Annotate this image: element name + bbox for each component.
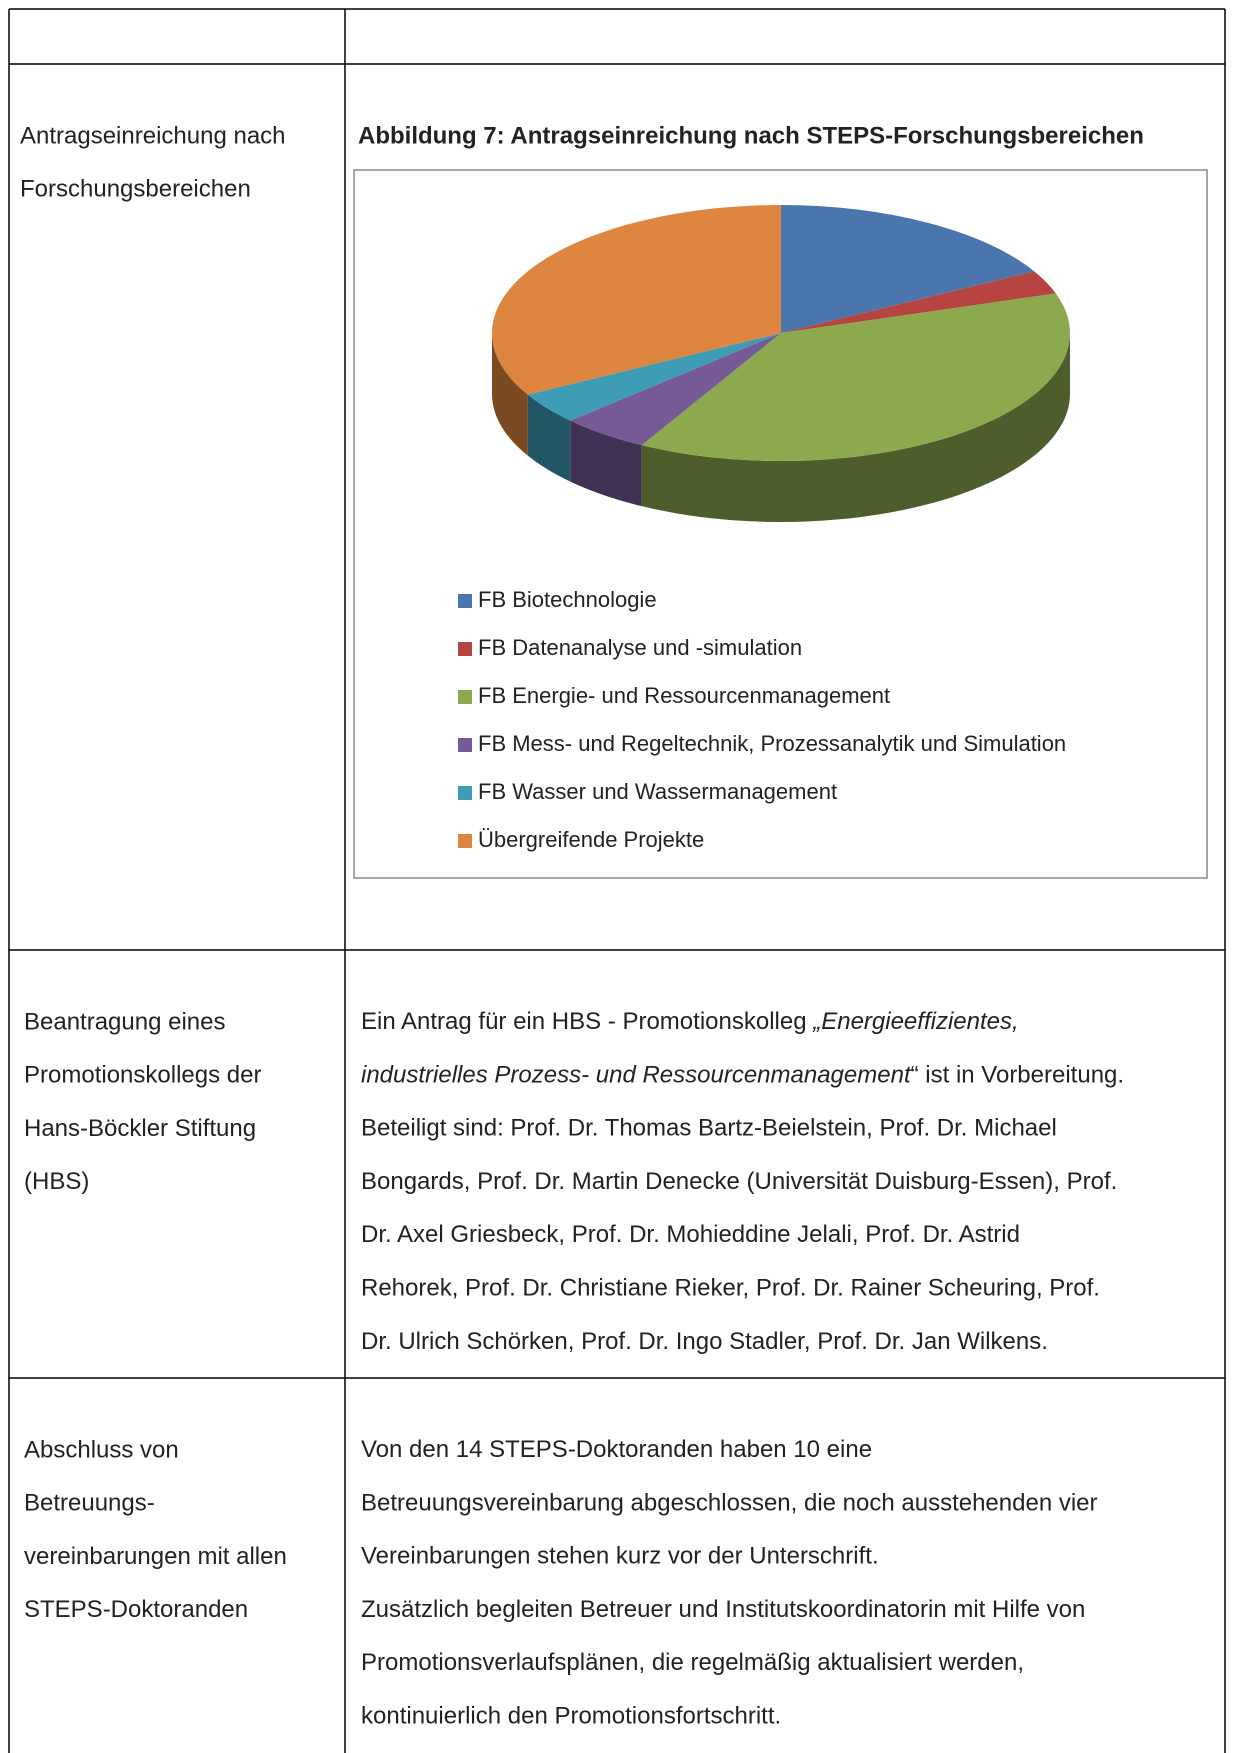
row-label: Promotionskollegs der: [24, 1062, 261, 1089]
legend-label: FB Wasser und Wassermanagement: [478, 779, 837, 804]
pie-slice: [492, 205, 781, 395]
chart-title: Abbildung 7: Antragseinreichung nach STE…: [358, 122, 1144, 149]
row-label: Abschluss von: [24, 1436, 179, 1463]
text-segment: industrielles Prozess- und Ressourcenman…: [361, 1062, 912, 1089]
pie-slice: [641, 293, 1070, 462]
pie-slice: [781, 271, 1056, 333]
table-grid: [8, 8, 1226, 1753]
legend-label: FB Energie- und Ressourcenmanagement: [478, 683, 890, 708]
text-line: Beteiligt sind: Prof. Dr. Thomas Bartz-B…: [361, 1115, 1057, 1142]
text-segment: Von den 14 STEPS-Doktoranden haben 10 ei…: [361, 1436, 872, 1463]
text-line: Bongards, Prof. Dr. Martin Denecke (Univ…: [361, 1168, 1117, 1195]
text-segment: Promotionsverlaufsplänen, die regelmäßig…: [361, 1650, 1024, 1677]
text-line: Promotionsverlaufsplänen, die regelmäßig…: [361, 1650, 1024, 1677]
pie-slice-side: [570, 420, 642, 507]
text-segment: Vereinbarungen stehen kurz vor der Unter…: [361, 1543, 879, 1570]
legend-swatch: [458, 690, 472, 704]
text-segment: Dr. Ulrich Schörken, Prof. Dr. Ingo Stad…: [361, 1328, 1048, 1355]
row-label: (HBS): [24, 1168, 89, 1195]
text-segment: Beteiligt sind: Prof. Dr. Thomas Bartz-B…: [361, 1115, 1057, 1142]
text-segment: Rehorek, Prof. Dr. Christiane Rieker, Pr…: [361, 1275, 1100, 1302]
text-segment: “ ist in Vorbereitung.: [911, 1062, 1124, 1089]
text-line: kontinuierlich den Promotionsfortschritt…: [361, 1703, 781, 1730]
row-label: Beantragung eines: [24, 1008, 226, 1035]
legend: FB Biotechnologie FB Datenanalyse und -si…: [458, 587, 1066, 852]
text-line: Dr. Ulrich Schörken, Prof. Dr. Ingo Stad…: [361, 1328, 1048, 1355]
pie-slice-side: [527, 394, 571, 482]
text-segment: Ein Antrag für ein HBS - Promotionskolle…: [361, 1008, 813, 1035]
text-segment: Bongards, Prof. Dr. Martin Denecke (Univ…: [361, 1168, 1117, 1195]
text-segment: Zusätzlich begleiten Betreuer und Instit…: [361, 1596, 1085, 1623]
text-segment: „Energieeffizientes,: [812, 1008, 1018, 1035]
legend-label: Übergreifende Projekte: [478, 827, 704, 852]
text-line: industrielles Prozess- und Ressourcenman…: [361, 1062, 1124, 1089]
row-label: vereinbarungen mit allen: [24, 1543, 287, 1570]
legend-label: FB Mess- und Regeltechnik, Prozessanalyt…: [478, 731, 1066, 756]
text-line: Rehorek, Prof. Dr. Christiane Rieker, Pr…: [361, 1275, 1100, 1302]
row-label: Forschungsbereichen: [20, 176, 251, 203]
pie-slice-side: [641, 333, 1070, 522]
text-line: Zusätzlich begleiten Betreuer und Instit…: [361, 1596, 1085, 1623]
text-line: Betreuungsvereinbarung abgeschlossen, di…: [361, 1490, 1098, 1517]
text-line: Vereinbarungen stehen kurz vor der Unter…: [361, 1543, 879, 1570]
row-label: Antragseinreichung nach: [20, 122, 286, 149]
pie-slice: [781, 205, 1035, 333]
text-segment: Dr. Axel Griesbeck, Prof. Dr. Mohieddine…: [361, 1222, 1020, 1249]
text-line: Dr. Axel Griesbeck, Prof. Dr. Mohieddine…: [361, 1222, 1020, 1249]
row-label: Hans-Böckler Stiftung: [24, 1115, 256, 1142]
text-line: Ein Antrag für ein HBS - Promotionskolle…: [361, 1008, 1019, 1035]
pie-slice: [527, 333, 781, 421]
legend-swatch: [458, 594, 472, 608]
legend-swatch: [458, 834, 472, 848]
text-segment: kontinuierlich den Promotionsfortschritt…: [361, 1703, 781, 1730]
legend-swatch: [458, 786, 472, 800]
pie: [492, 205, 1070, 522]
legend-label: FB Biotechnologie: [478, 587, 657, 612]
row-label: Betreuungs-: [24, 1490, 155, 1517]
pie-slice: [570, 333, 781, 446]
row-label: STEPS-Doktoranden: [24, 1596, 248, 1623]
legend-swatch: [458, 738, 472, 752]
text-segment: Betreuungsvereinbarung abgeschlossen, di…: [361, 1490, 1098, 1517]
legend-swatch: [458, 642, 472, 656]
legend-label: FB Datenanalyse und -simulation: [478, 635, 802, 660]
text-line: Von den 14 STEPS-Doktoranden haben 10 ei…: [361, 1436, 872, 1463]
pie-slice-side: [492, 333, 528, 456]
